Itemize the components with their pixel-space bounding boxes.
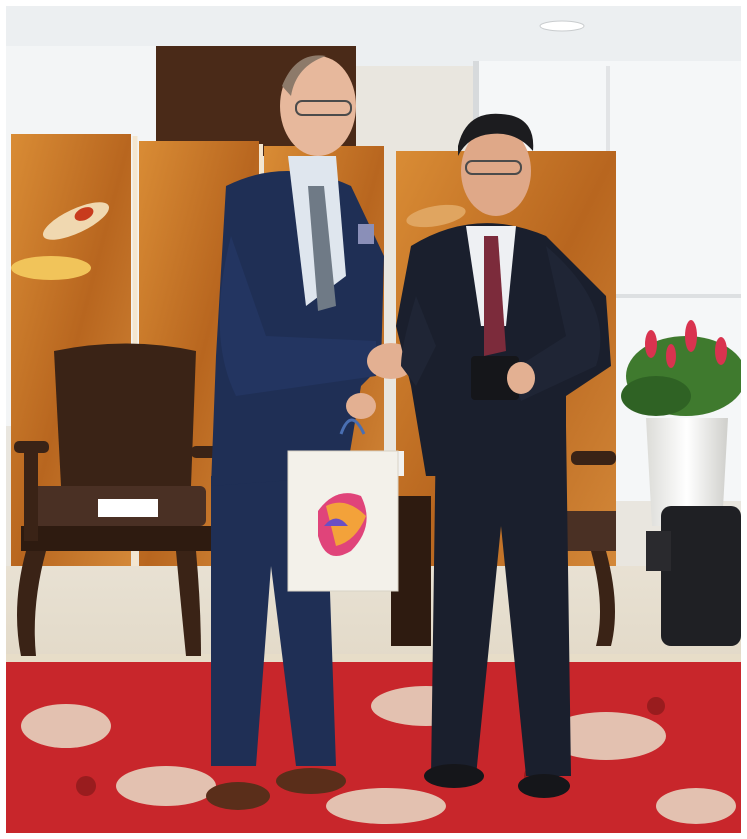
gift-box [471, 356, 519, 400]
gift-bag [287, 418, 399, 592]
armchair-right [566, 451, 616, 646]
koi-fish [11, 256, 91, 280]
photo [6, 6, 741, 833]
face [280, 56, 356, 156]
flower-plant [621, 320, 741, 526]
shoe [206, 782, 270, 810]
ottoman [661, 506, 741, 646]
shoe [518, 774, 570, 798]
shoe [424, 764, 484, 788]
person-right [396, 113, 611, 798]
shoe [276, 768, 346, 794]
ceiling-light [539, 20, 585, 32]
paper-on-chair [98, 499, 158, 517]
face [461, 126, 531, 216]
pocket-square [358, 224, 374, 244]
